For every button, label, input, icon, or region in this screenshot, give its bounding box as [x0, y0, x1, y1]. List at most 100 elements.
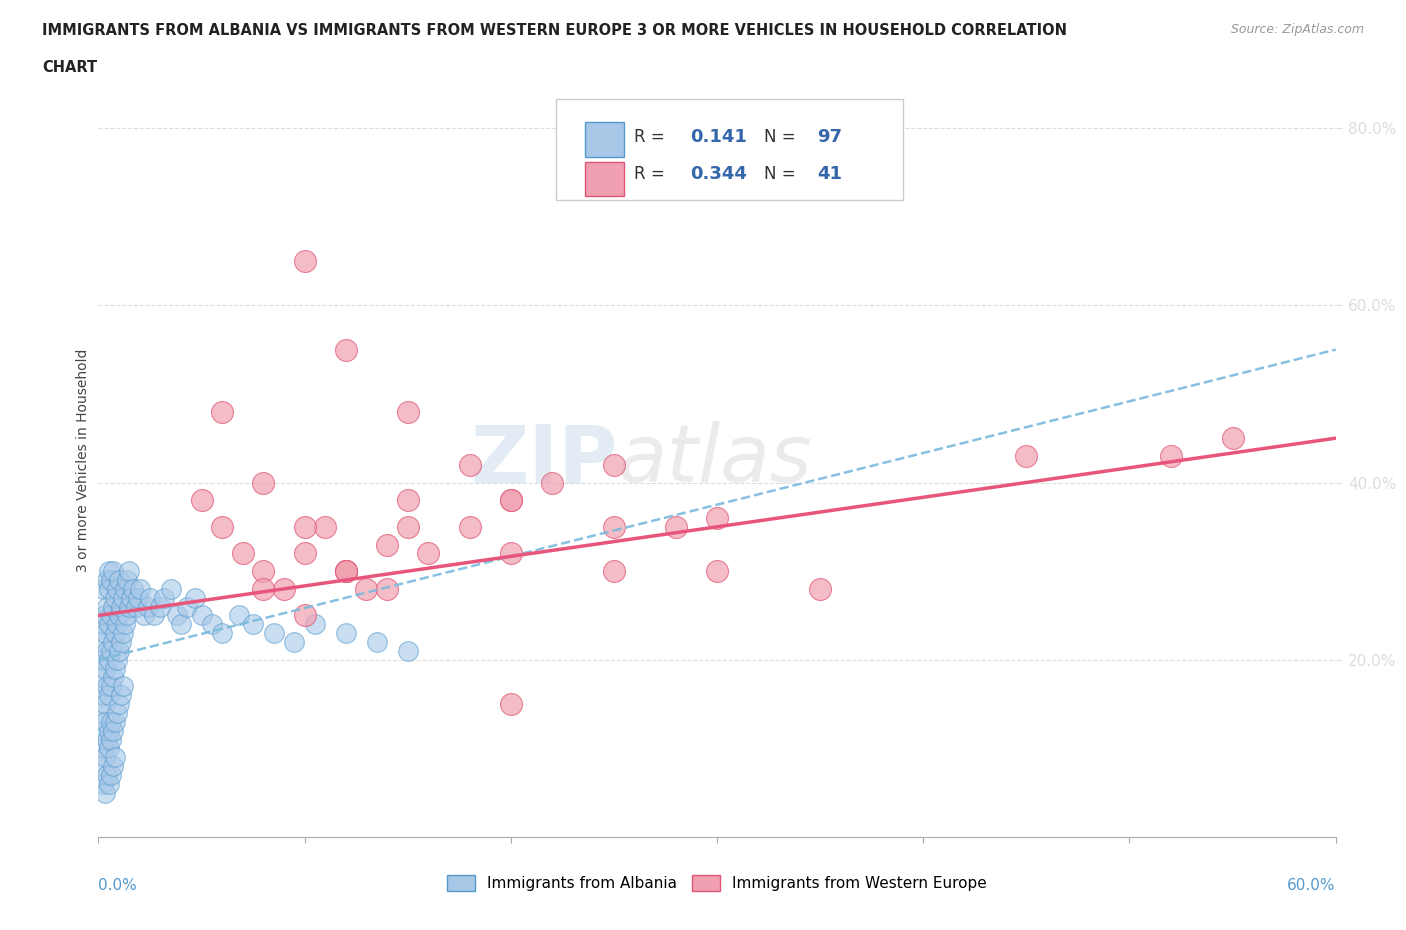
- Point: [89, 759, 111, 774]
- Point: [97, 581, 120, 596]
- Point: [104, 591, 127, 605]
- Point: [136, 599, 159, 614]
- Point: [100, 767, 122, 782]
- Point: [603, 519, 626, 534]
- Point: [603, 564, 626, 578]
- Point: [89, 670, 111, 684]
- Point: [153, 591, 176, 605]
- Point: [105, 581, 128, 596]
- Point: [314, 519, 336, 534]
- Text: 60.0%: 60.0%: [1288, 879, 1336, 894]
- Point: [396, 493, 419, 508]
- Point: [396, 519, 419, 534]
- Text: 97: 97: [817, 127, 842, 146]
- Point: [1222, 431, 1244, 445]
- Point: [101, 670, 124, 684]
- Point: [335, 342, 357, 357]
- Point: [97, 724, 120, 738]
- Point: [252, 564, 274, 578]
- Point: [91, 652, 114, 667]
- Point: [96, 732, 118, 747]
- Point: [120, 591, 142, 605]
- Point: [96, 573, 118, 588]
- Point: [211, 519, 233, 534]
- Text: 0.0%: 0.0%: [98, 879, 138, 894]
- Point: [93, 608, 115, 623]
- Point: [114, 617, 136, 631]
- Point: [97, 777, 120, 791]
- FancyBboxPatch shape: [585, 162, 624, 196]
- Point: [108, 644, 131, 658]
- Point: [128, 581, 150, 596]
- Point: [232, 546, 254, 561]
- Point: [101, 759, 124, 774]
- Point: [96, 767, 118, 782]
- Point: [101, 724, 124, 738]
- Text: 41: 41: [817, 165, 842, 183]
- Point: [118, 564, 141, 578]
- Point: [124, 599, 146, 614]
- Text: R =: R =: [634, 127, 671, 146]
- Text: ZIP: ZIP: [471, 421, 619, 499]
- Point: [1015, 448, 1038, 463]
- Point: [366, 634, 388, 649]
- Text: N =: N =: [763, 165, 801, 183]
- Point: [97, 652, 120, 667]
- Point: [335, 626, 357, 641]
- Point: [176, 599, 198, 614]
- Point: [100, 714, 122, 729]
- Point: [184, 591, 207, 605]
- Point: [139, 591, 162, 605]
- Point: [100, 679, 122, 694]
- Text: CHART: CHART: [42, 60, 97, 75]
- Point: [665, 519, 688, 534]
- Point: [97, 564, 120, 578]
- Legend: Immigrants from Albania, Immigrants from Western Europe: Immigrants from Albania, Immigrants from…: [441, 869, 993, 897]
- Point: [252, 475, 274, 490]
- Point: [93, 785, 115, 800]
- Point: [93, 714, 115, 729]
- Point: [335, 564, 357, 578]
- Point: [91, 581, 114, 596]
- Point: [252, 581, 274, 596]
- Point: [418, 546, 440, 561]
- Y-axis label: 3 or more Vehicles in Household: 3 or more Vehicles in Household: [76, 349, 90, 572]
- Point: [273, 581, 295, 596]
- Point: [100, 573, 122, 588]
- Point: [375, 581, 398, 596]
- Point: [101, 634, 124, 649]
- Point: [499, 697, 522, 711]
- Point: [132, 608, 155, 623]
- Point: [228, 608, 250, 623]
- Point: [97, 741, 120, 756]
- Point: [112, 626, 135, 641]
- Point: [294, 608, 316, 623]
- Point: [118, 599, 141, 614]
- Point: [96, 679, 118, 694]
- Point: [89, 706, 111, 721]
- Point: [294, 254, 316, 269]
- Point: [104, 714, 127, 729]
- Point: [110, 599, 132, 614]
- Point: [149, 599, 172, 614]
- Text: Source: ZipAtlas.com: Source: ZipAtlas.com: [1230, 23, 1364, 36]
- Point: [110, 634, 132, 649]
- Point: [93, 626, 115, 641]
- Point: [375, 538, 398, 552]
- Point: [91, 688, 114, 703]
- Point: [294, 546, 316, 561]
- Point: [335, 564, 357, 578]
- Point: [263, 626, 285, 641]
- Point: [458, 458, 481, 472]
- Point: [101, 564, 124, 578]
- Point: [91, 724, 114, 738]
- Point: [114, 581, 136, 596]
- Point: [104, 661, 127, 676]
- Point: [100, 644, 122, 658]
- Point: [396, 644, 419, 658]
- Point: [108, 697, 131, 711]
- Point: [190, 493, 212, 508]
- Point: [96, 599, 118, 614]
- Point: [105, 706, 128, 721]
- Point: [117, 573, 139, 588]
